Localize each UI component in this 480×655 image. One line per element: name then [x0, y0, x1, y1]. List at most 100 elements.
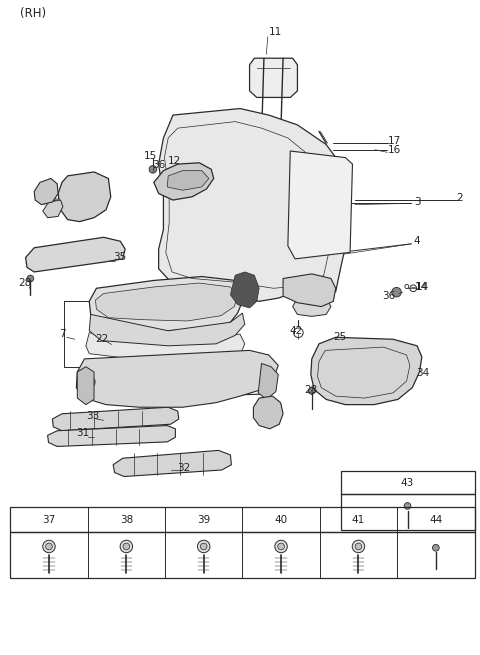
Circle shape — [167, 338, 169, 341]
Circle shape — [352, 540, 365, 553]
Text: 4: 4 — [414, 236, 420, 246]
Polygon shape — [77, 367, 94, 405]
Circle shape — [217, 343, 220, 346]
Text: 25: 25 — [333, 332, 346, 343]
Polygon shape — [288, 151, 352, 259]
Text: 44: 44 — [429, 515, 443, 525]
Circle shape — [183, 343, 186, 346]
Circle shape — [149, 166, 157, 173]
Circle shape — [200, 348, 203, 351]
Circle shape — [133, 343, 136, 346]
Polygon shape — [253, 396, 283, 429]
Circle shape — [76, 191, 93, 209]
Text: 31: 31 — [76, 428, 90, 438]
Circle shape — [100, 348, 103, 351]
Circle shape — [117, 348, 120, 351]
Text: 10: 10 — [84, 378, 97, 388]
Circle shape — [200, 543, 207, 550]
Text: 19: 19 — [33, 189, 47, 199]
Text: 33: 33 — [86, 411, 99, 421]
Polygon shape — [154, 163, 214, 200]
Polygon shape — [167, 171, 209, 190]
Circle shape — [117, 343, 120, 346]
Circle shape — [167, 348, 169, 351]
Text: 3: 3 — [414, 197, 420, 207]
Circle shape — [46, 543, 52, 550]
Circle shape — [123, 543, 130, 550]
Text: 15: 15 — [144, 151, 156, 161]
Circle shape — [100, 338, 103, 341]
Polygon shape — [258, 364, 278, 400]
Polygon shape — [293, 296, 331, 316]
Circle shape — [355, 543, 362, 550]
Circle shape — [217, 338, 220, 341]
Circle shape — [100, 343, 103, 346]
Circle shape — [278, 543, 285, 550]
Polygon shape — [43, 200, 63, 217]
Bar — [10, 507, 475, 532]
Polygon shape — [58, 172, 111, 221]
Text: 28: 28 — [304, 384, 317, 394]
Circle shape — [432, 544, 439, 551]
Text: 35: 35 — [113, 252, 126, 262]
Polygon shape — [96, 283, 238, 321]
Polygon shape — [113, 451, 231, 477]
Bar — [340, 472, 475, 494]
Circle shape — [217, 348, 220, 351]
Text: 17: 17 — [387, 136, 401, 145]
Text: 11: 11 — [269, 27, 283, 37]
Circle shape — [150, 343, 153, 346]
Bar — [340, 494, 475, 530]
Text: 39: 39 — [197, 515, 210, 525]
Text: 2: 2 — [456, 193, 463, 203]
Circle shape — [197, 540, 210, 553]
Circle shape — [183, 338, 186, 341]
Circle shape — [150, 338, 153, 341]
Circle shape — [275, 540, 288, 553]
Circle shape — [200, 338, 203, 341]
Text: 42: 42 — [290, 326, 303, 336]
Text: 12: 12 — [168, 157, 180, 166]
Polygon shape — [76, 350, 278, 407]
Text: 7: 7 — [59, 329, 65, 339]
Text: (RH): (RH) — [20, 7, 46, 20]
Polygon shape — [230, 272, 259, 308]
Polygon shape — [25, 237, 125, 272]
Text: 36: 36 — [382, 291, 395, 301]
Text: 40: 40 — [275, 515, 288, 525]
Circle shape — [150, 348, 153, 351]
Circle shape — [117, 338, 120, 341]
Circle shape — [133, 348, 136, 351]
Circle shape — [392, 288, 401, 297]
Text: 14: 14 — [416, 282, 430, 292]
Circle shape — [404, 502, 411, 510]
Text: 43: 43 — [401, 477, 414, 488]
Text: 30: 30 — [50, 197, 64, 207]
Circle shape — [167, 343, 169, 346]
Text: 26: 26 — [72, 179, 85, 189]
Text: 22: 22 — [96, 334, 109, 345]
Polygon shape — [158, 109, 350, 301]
Polygon shape — [89, 276, 245, 331]
Text: 41: 41 — [352, 515, 365, 525]
Text: 36: 36 — [152, 160, 165, 170]
Circle shape — [133, 338, 136, 341]
Polygon shape — [48, 426, 175, 447]
Text: 21: 21 — [268, 400, 281, 409]
Polygon shape — [52, 407, 179, 431]
Text: 16: 16 — [387, 145, 401, 155]
Circle shape — [43, 540, 55, 553]
Polygon shape — [250, 58, 298, 98]
Circle shape — [183, 348, 186, 351]
Polygon shape — [86, 333, 245, 364]
Circle shape — [309, 388, 315, 394]
Polygon shape — [34, 178, 58, 204]
Polygon shape — [283, 274, 336, 307]
Text: 38: 38 — [120, 515, 133, 525]
Text: 8: 8 — [112, 293, 119, 303]
Text: 34: 34 — [416, 368, 430, 378]
Bar — [10, 532, 475, 578]
Text: 28: 28 — [18, 278, 31, 288]
Circle shape — [27, 275, 34, 282]
Text: 14: 14 — [415, 282, 429, 292]
